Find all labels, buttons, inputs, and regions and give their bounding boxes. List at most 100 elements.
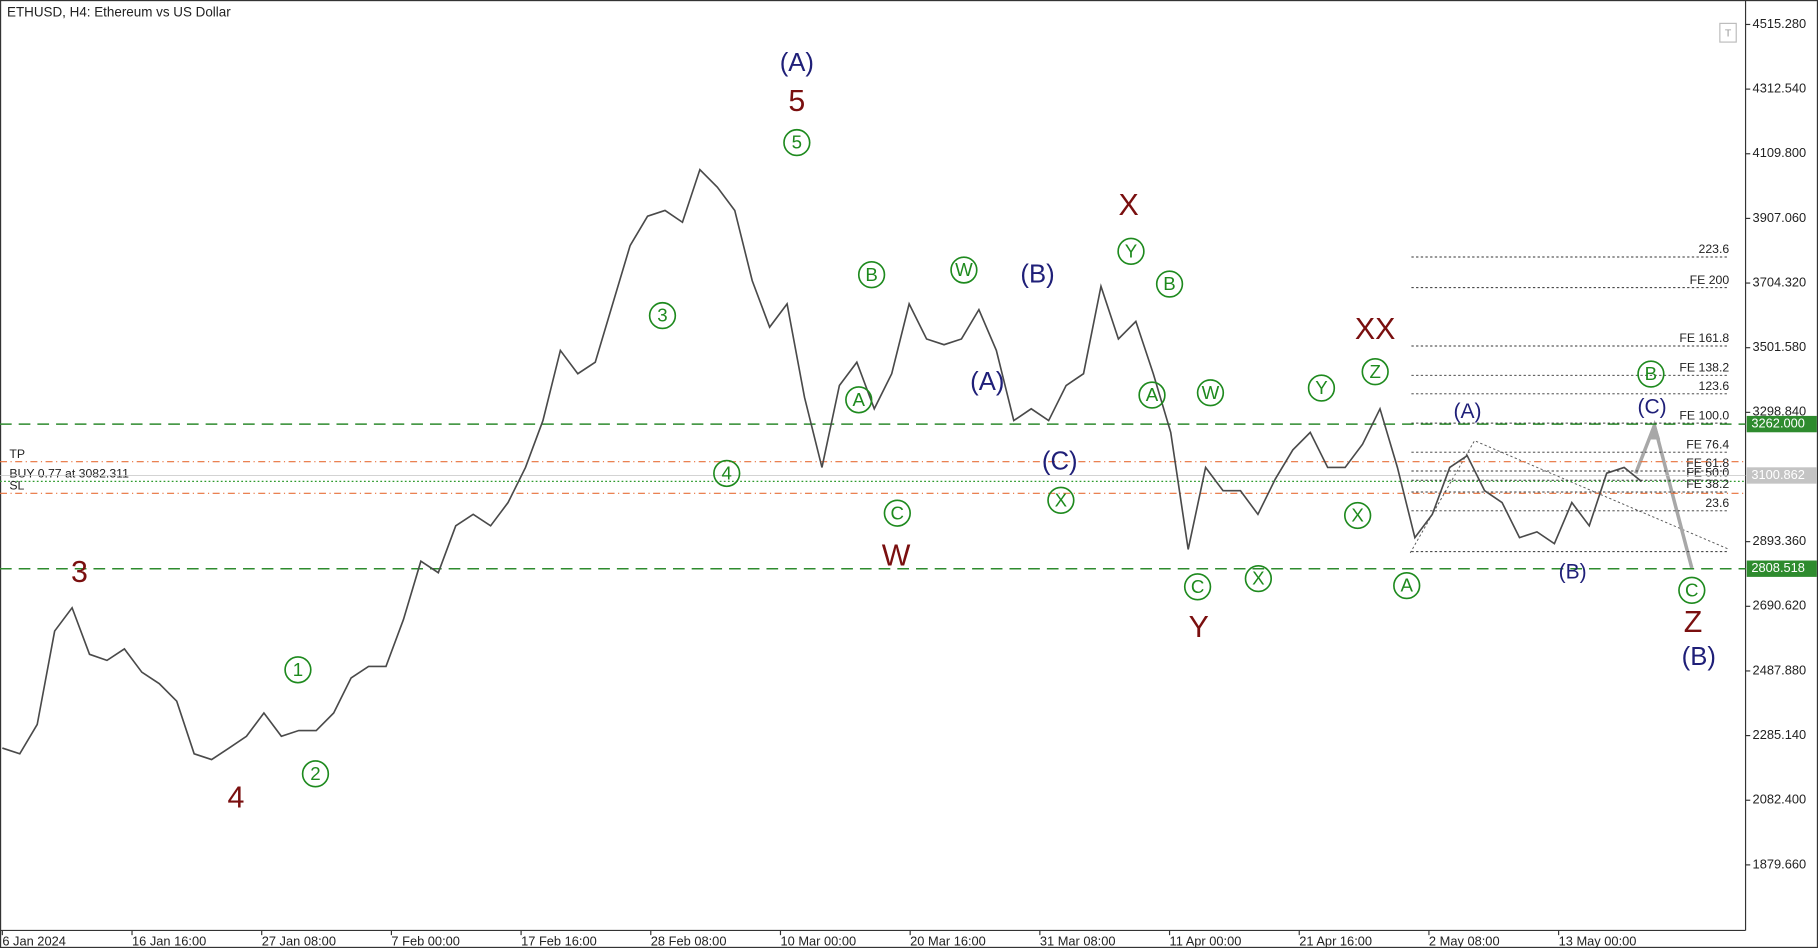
y-tick-label: 4515.280 (1753, 16, 1807, 31)
wave-circle (1244, 564, 1273, 593)
fibo-label: FE 50.0 (1686, 465, 1729, 479)
wave-circle (1196, 379, 1225, 407)
wave-label: XX (1355, 312, 1396, 346)
wave-label: W (1202, 382, 1220, 403)
level-tag (1746, 560, 1817, 577)
wave-circle (1343, 501, 1372, 530)
wave-label: B (865, 264, 877, 285)
wave-label: B (1163, 273, 1175, 294)
fibo-label: 223.6 (1699, 242, 1730, 256)
fibo-label: FE 100.0 (1679, 408, 1729, 422)
wave-circle (1155, 270, 1184, 298)
x-tick-label: 31 Mar 08:00 (1040, 934, 1116, 948)
x-tick-label: 2 May 08:00 (1429, 934, 1500, 948)
trade-label: BUY 0.77 at 3082.311 (9, 467, 129, 481)
wave-label: (A) (780, 49, 814, 77)
y-tick-label: 1879.660 (1753, 856, 1807, 871)
wave-label: C (1685, 579, 1698, 600)
wave-circle (1307, 374, 1336, 402)
x-tick-label: 27 Jan 08:00 (262, 934, 336, 948)
x-tick-label: 7 Feb 00:00 (391, 934, 460, 948)
wave-circle (950, 256, 978, 284)
level-tag-label: 2808.518 (1751, 560, 1805, 575)
y-tick-label: 3298.840 (1753, 404, 1807, 419)
y-tick-label: 4312.540 (1753, 81, 1807, 96)
wave-circle (1117, 237, 1145, 265)
fibo-label: FE 200 (1690, 273, 1730, 287)
projection-arrow (1647, 420, 1661, 440)
price-line (2, 168, 1643, 761)
wave-label: 4 (228, 781, 245, 815)
fibo-label: FE 161.8 (1679, 331, 1729, 345)
wave-label: X (1351, 505, 1364, 526)
y-tick-label: 4109.800 (1753, 145, 1807, 160)
fibo-label: FE 61.8 (1686, 456, 1729, 470)
wave-circle (857, 261, 886, 289)
wave-label: X (1119, 188, 1139, 222)
wave-label: W (882, 539, 911, 573)
wave-label: 4 (722, 463, 732, 484)
wave-circle (1637, 360, 1665, 388)
wave-label: 3 (657, 305, 667, 326)
wave-label: W (955, 259, 973, 280)
wave-label: Y (1189, 610, 1209, 644)
wave-circle (1138, 381, 1166, 409)
fibo-label: FE 38.2 (1686, 477, 1729, 491)
wave-label: (B) (1682, 643, 1716, 671)
wave-circle (783, 128, 811, 157)
level-tag-label: 3262.000 (1751, 415, 1805, 430)
wave-label: Y (1125, 240, 1138, 261)
x-tick-label: 6 Jan 2024 (2, 934, 66, 948)
wave-circle (1393, 571, 1421, 600)
wave-label: Z (1369, 361, 1380, 382)
toolbar-button[interactable] (1719, 22, 1737, 43)
y-tick-label: 3704.320 (1753, 274, 1807, 289)
wave-label: 3 (71, 555, 88, 589)
wave-label: (B) (1559, 560, 1587, 583)
x-tick-label: 20 Mar 16:00 (910, 934, 986, 948)
wave-circle (284, 656, 312, 684)
wave-circle (301, 760, 330, 788)
wave-label: X (1252, 568, 1265, 589)
fibo-label: 123.6 (1699, 379, 1730, 393)
wave-label: (A) (1453, 400, 1481, 423)
y-tick-label: 3501.580 (1753, 339, 1807, 354)
x-tick-label: 10 Mar 00:00 (780, 934, 856, 948)
wave-label: (C) (1637, 396, 1666, 419)
wave-label: C (1191, 576, 1204, 597)
x-tick-label: 28 Feb 08:00 (651, 934, 727, 948)
y-tick-label: 2893.360 (1753, 533, 1807, 548)
wave-circle (1047, 486, 1075, 514)
fibo-label: 23.6 (1705, 496, 1729, 510)
wave-label: (B) (1020, 261, 1054, 289)
wave-label: A (853, 389, 866, 410)
wave-circle (648, 301, 677, 330)
chart-title: ETHUSD, H4: Ethereum vs US Dollar (7, 4, 231, 19)
wave-label: 2 (310, 763, 320, 784)
x-tick-label: 21 Apr 16:00 (1299, 934, 1372, 948)
x-tick-label: 16 Jan 16:00 (132, 934, 206, 948)
wave-label: B (1645, 363, 1657, 384)
current-price-tag (1746, 467, 1817, 484)
toolbar-icon[interactable]: T (1725, 28, 1732, 40)
y-tick-label: 2082.400 (1753, 792, 1807, 807)
wave-circle (883, 499, 911, 527)
fibo-label: FE 138.2 (1679, 361, 1729, 375)
wave-circle (845, 386, 873, 414)
fibo-label: FE 76.4 (1686, 437, 1729, 451)
level-tag (1746, 415, 1817, 433)
wave-label: C (891, 502, 904, 523)
y-tick-label: 2690.620 (1753, 598, 1807, 613)
wave-circle (1361, 358, 1389, 386)
trade-label: SL (9, 479, 24, 493)
wave-circle (1183, 573, 1212, 601)
wave-label: Y (1315, 377, 1328, 398)
wave-label: 5 (788, 84, 805, 118)
wave-circle (713, 459, 741, 488)
current-price-label: 3100.862 (1751, 467, 1805, 482)
trade-label: TP (9, 447, 25, 461)
x-tick-label: 11 Apr 00:00 (1170, 934, 1242, 948)
